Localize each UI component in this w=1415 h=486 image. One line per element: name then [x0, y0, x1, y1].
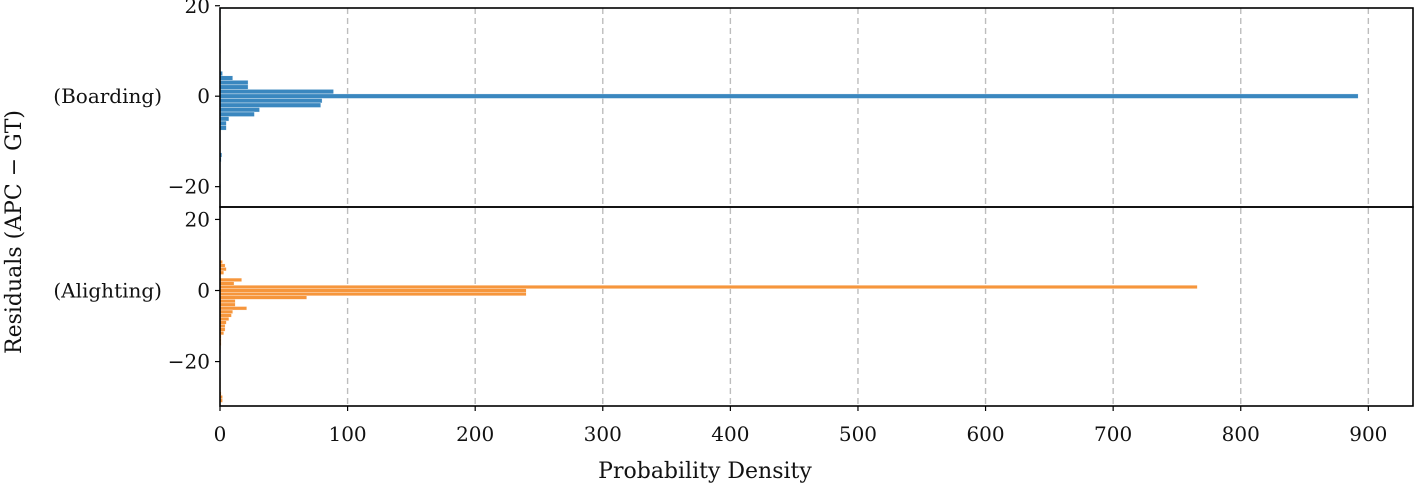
histogram-bar	[219, 84, 249, 90]
x-tick-label: 0	[214, 422, 227, 446]
histogram-bar	[219, 306, 247, 311]
x-tick-label: 100	[328, 422, 366, 446]
y-tick-label: −20	[168, 350, 210, 374]
histogram-bar	[219, 281, 235, 286]
x-tick-label: 200	[456, 422, 494, 446]
histogram-bar	[219, 120, 227, 126]
x-tick-label: 900	[1349, 422, 1387, 446]
histogram-bar	[219, 299, 236, 304]
y-tick-label: 0	[197, 84, 210, 108]
histogram-bar	[219, 316, 230, 321]
frame-layer	[219, 7, 1414, 407]
histogram-bar	[219, 288, 527, 293]
labels-layer: Residuals (APC − GT) Probability Density…	[2, 0, 1387, 484]
histogram-bar	[219, 102, 321, 108]
histogram-bar	[219, 125, 227, 131]
histogram-bar	[219, 309, 233, 314]
histogram-bar	[219, 75, 233, 81]
grid-layer	[346, 8, 1370, 406]
histogram-bar	[219, 89, 334, 95]
y-tick-label: −20	[168, 175, 210, 199]
x-tick-label: 500	[839, 422, 877, 446]
panel-frame	[219, 206, 1414, 407]
panel-label: (Boarding)	[53, 84, 162, 108]
y-axis-title: Residuals (APC − GT)	[2, 110, 27, 354]
x-tick-label: 600	[966, 422, 1004, 446]
panel-label: (Alighting)	[53, 279, 162, 303]
histogram-bar	[219, 80, 249, 86]
ticks-layer	[215, 5, 1369, 411]
histogram-bar	[219, 116, 230, 122]
histogram-bar	[219, 320, 227, 325]
x-axis-title: Probability Density	[598, 459, 812, 484]
histogram-bar	[219, 302, 236, 307]
histogram-bar	[219, 313, 232, 318]
histogram-bar	[219, 98, 323, 104]
histogram-bar	[219, 277, 242, 282]
histogram-bar	[219, 107, 260, 113]
x-tick-label: 800	[1222, 422, 1260, 446]
histogram-bar	[219, 285, 1198, 289]
x-tick-label: 700	[1094, 422, 1132, 446]
y-tick-label: 0	[197, 279, 210, 303]
y-tick-label: 20	[185, 0, 210, 18]
panel-frame	[219, 7, 1414, 208]
x-tick-label: 300	[584, 422, 622, 446]
y-tick-label: 20	[185, 207, 210, 231]
bars-layer	[219, 7, 1359, 403]
histogram-bar	[219, 93, 1359, 99]
histogram-bar	[219, 111, 255, 117]
histogram-bar	[219, 267, 227, 272]
x-tick-label: 400	[711, 422, 749, 446]
histogram-bar	[219, 295, 307, 300]
histogram-bar	[219, 292, 527, 297]
